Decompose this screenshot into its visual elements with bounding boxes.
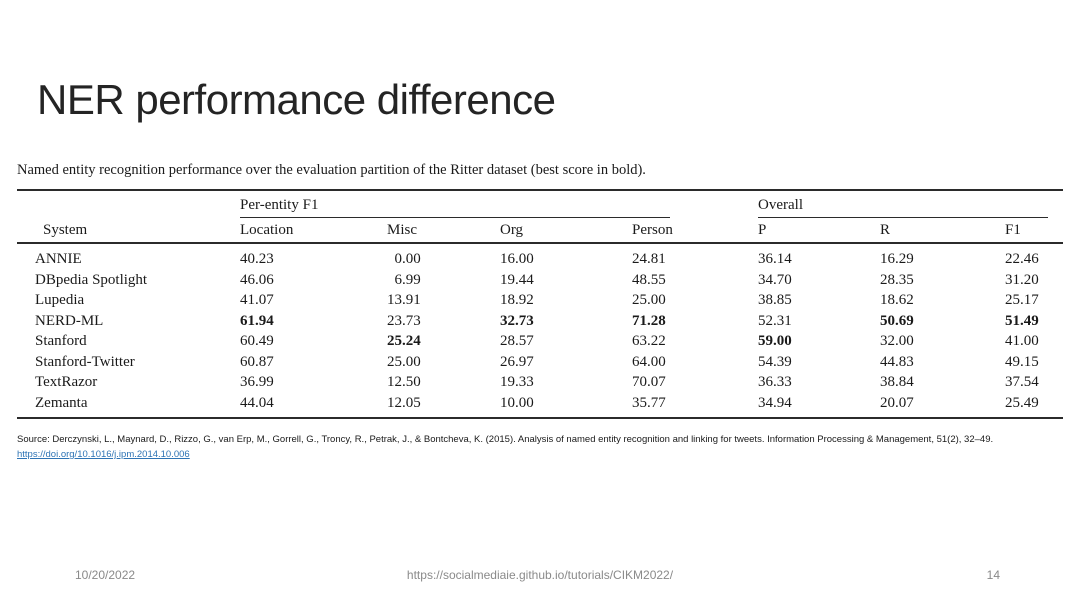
cell-org: 32.73 bbox=[500, 312, 534, 329]
cell-person: 63.22 bbox=[632, 333, 666, 349]
cell-org: 19.33 bbox=[500, 374, 534, 390]
cell-r: 50.69 bbox=[880, 312, 914, 329]
cell-r: 38.84 bbox=[880, 374, 914, 390]
cell-person: 48.55 bbox=[632, 271, 666, 288]
group-header-per-entity-f1: Per-entity F1 bbox=[240, 197, 671, 218]
cell-location: 46.06 bbox=[240, 271, 274, 288]
slide-title: NER performance difference bbox=[37, 76, 556, 124]
cell-f1: 51.49 bbox=[1005, 312, 1039, 329]
cell-misc: 13.91 bbox=[387, 292, 421, 308]
column-header-misc: Misc bbox=[387, 218, 500, 244]
cell-org: 16.00 bbox=[500, 251, 534, 267]
table-caption: Named entity recognition performance ove… bbox=[17, 162, 646, 178]
table-body: ANNIE 40.23 0.00 16.00 24.81 36.14 16.29 22.46 D… bbox=[17, 243, 1063, 418]
cell-p: 52.31 bbox=[758, 312, 792, 329]
cell-person: 24.81 bbox=[632, 251, 666, 267]
cell-misc: 0.00 bbox=[394, 251, 421, 267]
column-header-system: System bbox=[17, 218, 240, 244]
table-row: Zemanta 44.04 12.05 10.00 35.77 34.94 20.07 25.… bbox=[17, 393, 1063, 419]
cell-f1: 49.15 bbox=[1005, 353, 1039, 370]
footer-date: 10/20/2022 bbox=[75, 568, 136, 582]
cell-org: 10.00 bbox=[500, 394, 534, 411]
cell-r: 18.62 bbox=[880, 292, 914, 308]
footer-url: https://socialmediaie.github.io/tutorial… bbox=[406, 568, 674, 582]
cell-misc: 6.99 bbox=[394, 271, 421, 288]
cell-r: 20.07 bbox=[880, 394, 914, 411]
column-header-org: Org bbox=[500, 218, 632, 244]
cell-p: 36.14 bbox=[758, 251, 792, 267]
ner-results-table: Per-entity F1 Overall System Location Mi… bbox=[17, 189, 1064, 419]
cell-location: 60.87 bbox=[240, 353, 274, 370]
cell-location: 41.07 bbox=[240, 292, 274, 308]
cell-org: 28.57 bbox=[500, 333, 534, 349]
cell-r: 32.00 bbox=[880, 333, 914, 349]
cell-p: 34.70 bbox=[758, 271, 792, 288]
paper-table-figure: Named entity recognition performance ove… bbox=[17, 161, 1064, 419]
cell-person: 71.28 bbox=[632, 312, 666, 329]
doi-link[interactable]: https://doi.org/10.1016/j.ipm.2014.10.00… bbox=[17, 449, 190, 460]
table-row: ANNIE 40.23 0.00 16.00 24.81 36.14 16.29 22.46 bbox=[17, 243, 1063, 270]
cell-p: 59.00 bbox=[758, 333, 792, 349]
cell-system: Lupedia bbox=[35, 292, 85, 308]
column-header-r: R bbox=[880, 218, 1006, 244]
cell-f1: 41.00 bbox=[1005, 333, 1039, 349]
cell-f1: 25.49 bbox=[1005, 394, 1039, 411]
table-row: DBpedia Spotlight 46.06 6.99 19.44 48.55 34.7… bbox=[17, 270, 1063, 291]
cell-system: NERD-ML bbox=[35, 312, 104, 329]
cell-p: 34.94 bbox=[758, 394, 792, 411]
cell-p: 38.85 bbox=[758, 292, 792, 308]
table-row: Stanford-Twitter 60.87 25.00 26.97 64.00 54.3… bbox=[17, 352, 1063, 373]
column-header-p: P bbox=[758, 218, 881, 244]
column-header-row: System Location Misc Org Person P R F1 bbox=[17, 218, 1064, 244]
column-header-f1: F1 bbox=[1005, 218, 1064, 244]
source-citation: Source: Derczynski, L., Maynard, D., Riz… bbox=[17, 434, 994, 445]
cell-f1: 37.54 bbox=[1005, 374, 1039, 390]
cell-misc: 12.50 bbox=[387, 374, 421, 390]
group-header-spacer bbox=[17, 190, 240, 218]
cell-person: 64.00 bbox=[632, 353, 666, 370]
cell-system: Stanford bbox=[35, 333, 87, 349]
cell-r: 44.83 bbox=[880, 353, 914, 370]
source-block: Source: Derczynski, L., Maynard, D., Riz… bbox=[17, 433, 1037, 461]
cell-misc: 25.24 bbox=[387, 333, 421, 349]
cell-location: 60.49 bbox=[240, 333, 274, 349]
group-header-overall: Overall bbox=[758, 197, 1049, 218]
cell-location: 40.23 bbox=[240, 251, 274, 267]
cell-location: 44.04 bbox=[240, 394, 274, 411]
table-row: TextRazor 36.99 12.50 19.33 70.07 36.33 38.84 3… bbox=[17, 372, 1063, 393]
page-number: 14 bbox=[986, 568, 1000, 582]
cell-f1: 31.20 bbox=[1005, 271, 1039, 288]
cell-r: 16.29 bbox=[880, 251, 914, 267]
group-header-row: Per-entity F1 Overall bbox=[17, 190, 1063, 218]
cell-p: 54.39 bbox=[758, 353, 792, 370]
cell-system: Zemanta bbox=[35, 394, 88, 411]
cell-r: 28.35 bbox=[880, 271, 914, 288]
cell-f1: 22.46 bbox=[1005, 251, 1039, 267]
cell-system: DBpedia Spotlight bbox=[35, 271, 148, 288]
cell-person: 70.07 bbox=[632, 374, 666, 390]
column-header-person: Person bbox=[632, 218, 759, 244]
table-row: Stanford 60.49 25.24 28.57 63.22 59.00 32.00 41… bbox=[17, 331, 1063, 352]
cell-location: 36.99 bbox=[240, 374, 274, 390]
table-row: Lupedia 41.07 13.91 18.92 25.00 38.85 18.62 25.… bbox=[17, 290, 1063, 311]
cell-system: ANNIE bbox=[35, 251, 82, 267]
slide-footer: 10/20/2022 https://socialmediaie.github.… bbox=[0, 568, 1080, 592]
cell-misc: 12.05 bbox=[387, 394, 421, 411]
cell-f1: 25.17 bbox=[1005, 292, 1039, 308]
cell-org: 19.44 bbox=[500, 271, 534, 288]
cell-misc: 23.73 bbox=[387, 312, 421, 329]
cell-person: 25.00 bbox=[632, 292, 666, 308]
cell-p: 36.33 bbox=[758, 374, 792, 390]
cell-misc: 25.00 bbox=[387, 353, 421, 370]
table-row: NERD-ML 61.94 23.73 32.73 71.28 52.31 50.69 51.… bbox=[17, 311, 1063, 332]
cell-system: Stanford-Twitter bbox=[35, 353, 135, 370]
cell-org: 18.92 bbox=[500, 292, 534, 308]
column-header-location: Location bbox=[240, 218, 387, 244]
cell-location: 61.94 bbox=[240, 312, 274, 329]
cell-person: 35.77 bbox=[632, 394, 666, 411]
cell-org: 26.97 bbox=[500, 353, 534, 370]
cell-system: TextRazor bbox=[35, 374, 98, 390]
